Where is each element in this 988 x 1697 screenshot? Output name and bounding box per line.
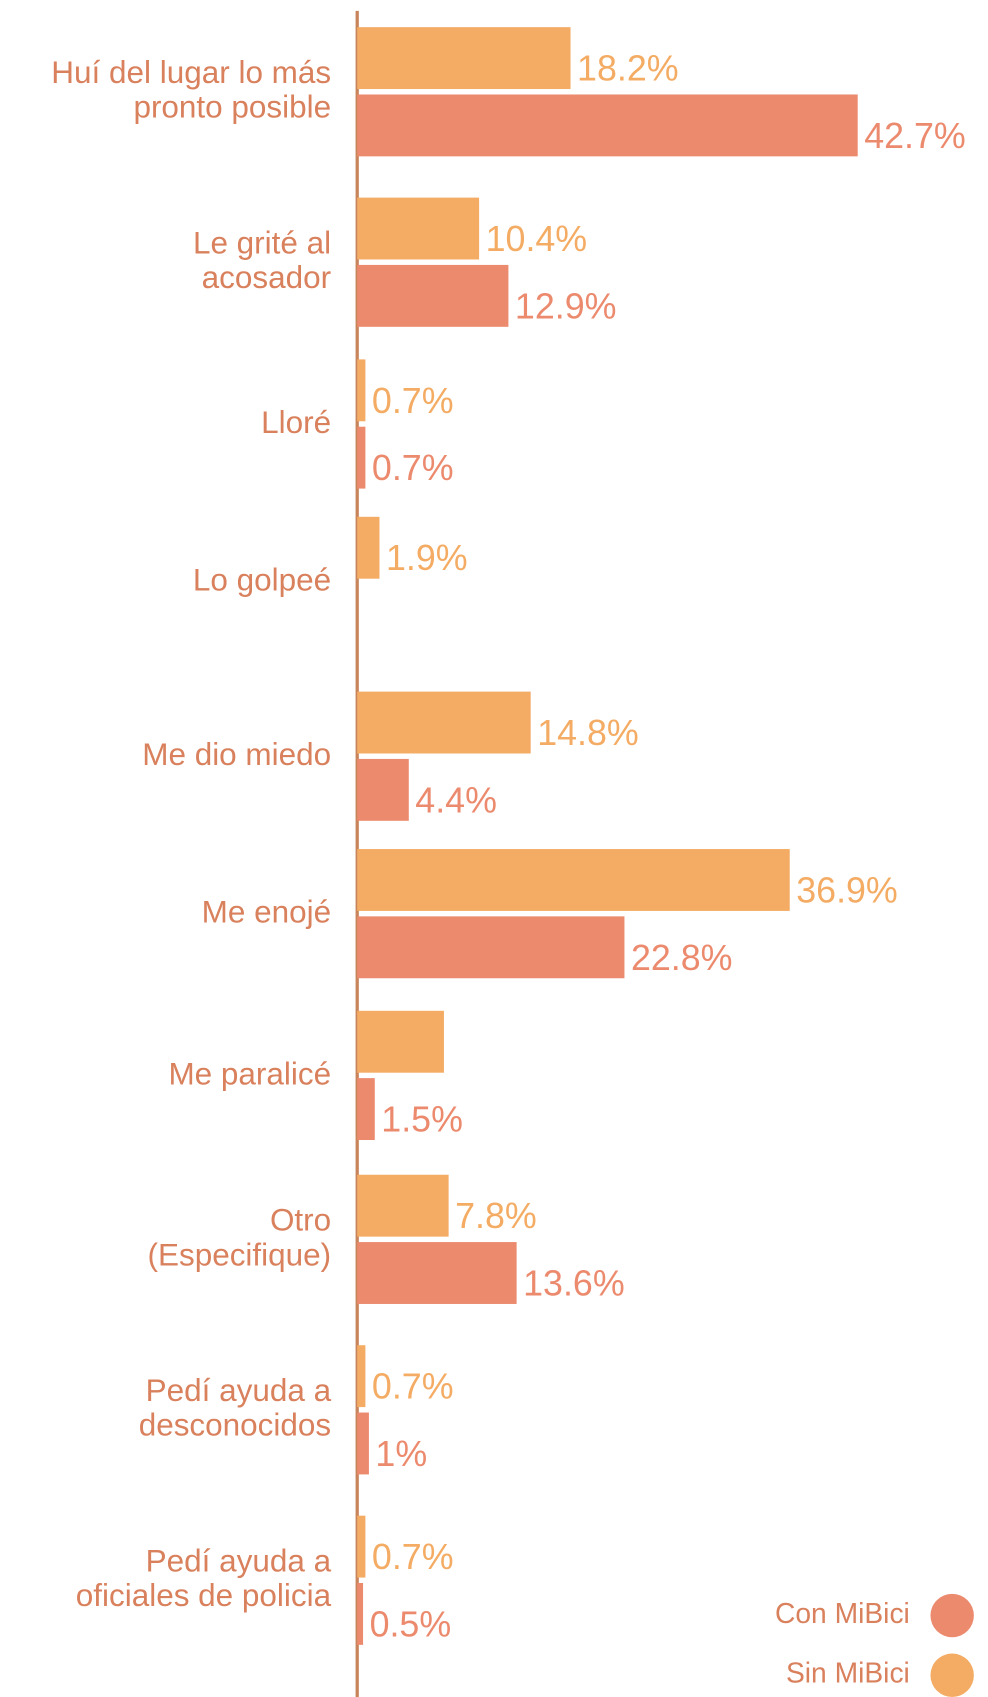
value-label: 36.9% (796, 870, 898, 910)
value-label: 0.5% (370, 1604, 452, 1644)
bar (357, 1010, 444, 1073)
category-label: Lo golpeé (193, 562, 331, 597)
bar (357, 1242, 517, 1304)
legend-swatch (930, 1593, 974, 1638)
bar (357, 1515, 366, 1578)
category-label: Me enojé (202, 894, 331, 929)
value-label: 13.6% (523, 1264, 625, 1304)
value-label: 4.4% (415, 780, 497, 820)
category-label: Le grité al acosador (193, 226, 331, 296)
value-label: 0.7% (372, 1537, 454, 1577)
legend-label: Con MiBici (775, 1597, 910, 1629)
bar (357, 849, 790, 911)
value-label: 0.7% (372, 448, 454, 488)
category-label: Otro (Especifique) (147, 1203, 331, 1273)
bar (357, 197, 480, 260)
value-label: 0.7% (372, 1367, 454, 1407)
value-label: 14.8% (537, 713, 639, 753)
bar (357, 758, 409, 821)
value-label: 12.9% (515, 286, 617, 326)
bar (357, 1078, 375, 1141)
bar (357, 1412, 369, 1475)
legend-swatch (930, 1653, 974, 1697)
value-label: 18.2% (577, 49, 679, 89)
category-label: Lloré (261, 405, 331, 440)
category-label: Huí del lugar lo más pronto posible (51, 55, 331, 125)
category-label: Me dio miedo (142, 737, 331, 772)
category-label: Me paralicé (168, 1056, 331, 1091)
bar (357, 264, 509, 327)
bar (357, 1345, 366, 1408)
value-label: 1% (375, 1434, 427, 1474)
bar (357, 27, 571, 90)
bar (357, 916, 625, 979)
value-label: 1.9% (386, 538, 468, 578)
bar (357, 691, 531, 754)
value-label: 1.5% (381, 1100, 463, 1140)
value-label: 7.8% (455, 1196, 537, 1236)
category-label: Pedí ayuda a desconocidos (139, 1373, 332, 1443)
value-label: 0.7% (372, 381, 454, 421)
legend-label: Sin MiBici (786, 1657, 910, 1689)
value-label: 10.4% (486, 219, 588, 259)
category-label: Pedí ayuda a oficiales de policia (76, 1544, 332, 1614)
bar (357, 94, 858, 157)
value-label: 42.7% (864, 116, 966, 156)
bar (357, 1582, 364, 1645)
bar (357, 1174, 449, 1237)
bar (357, 426, 366, 489)
bar (357, 359, 366, 422)
bar (357, 516, 380, 579)
value-label: 22.8% (631, 938, 733, 978)
